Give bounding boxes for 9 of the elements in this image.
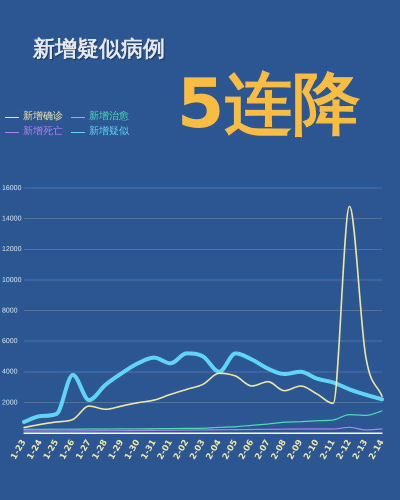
line-series [22, 351, 384, 424]
line-series [23, 410, 383, 430]
legend-label: 新增疑似 [89, 126, 129, 138]
chart-title: 新增疑似病例 [33, 37, 165, 62]
chart-subtitle: 5连降 [177, 65, 360, 144]
legend-label: 新增死亡 [23, 126, 63, 138]
legend-label: 新增治愈 [89, 111, 129, 123]
line-series [23, 206, 383, 428]
legend-label: 新增确诊 [23, 111, 63, 123]
